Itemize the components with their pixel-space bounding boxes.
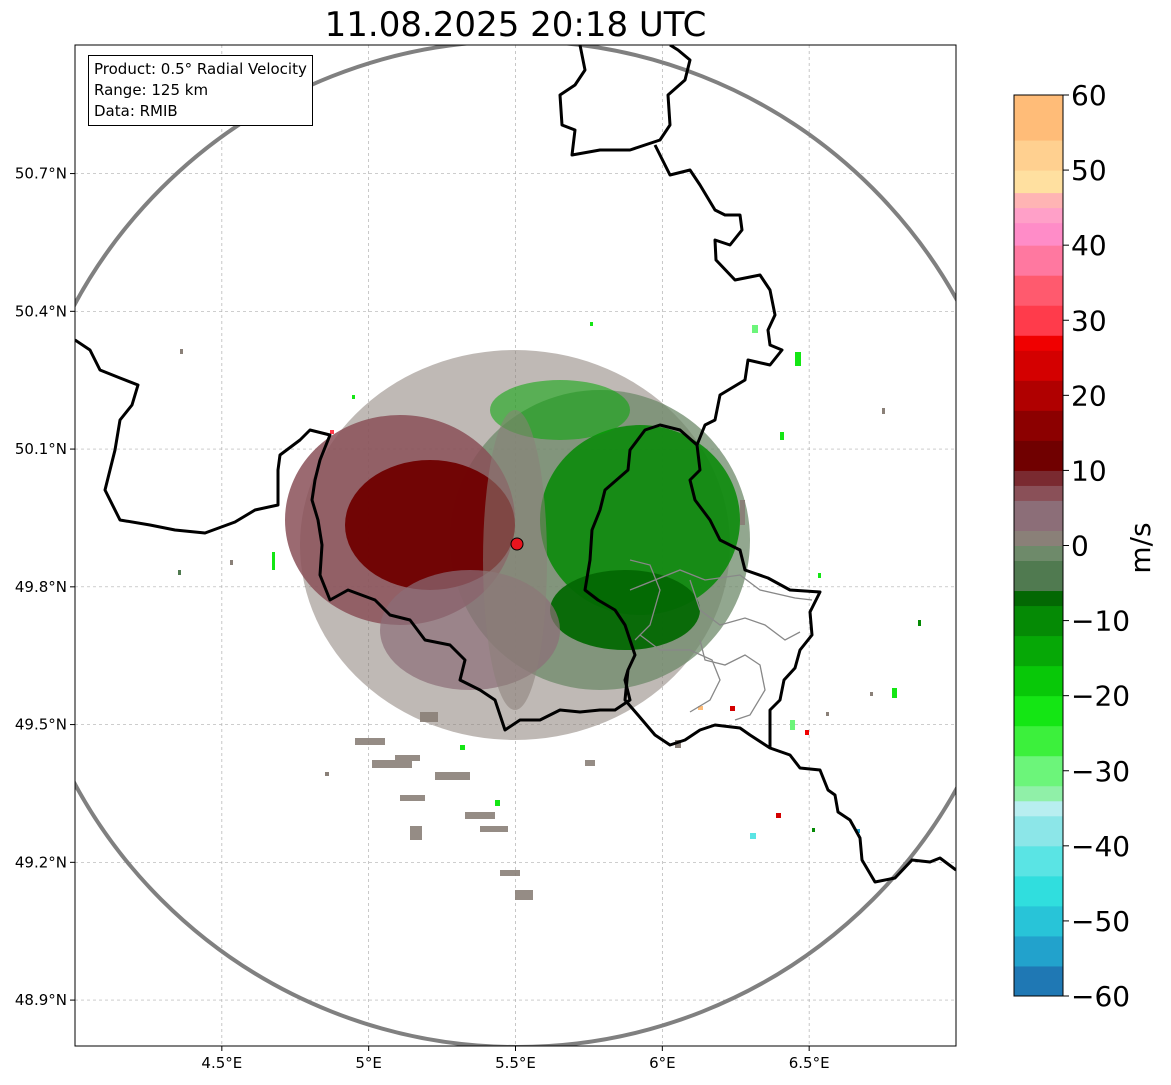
colorbar-band xyxy=(1014,380,1063,411)
colorbar-band xyxy=(1014,305,1063,336)
colorbar-band xyxy=(1014,545,1063,562)
lat-tick-label: 50.4°N xyxy=(15,302,67,320)
colorbar-band xyxy=(1014,845,1063,877)
lon-tick-label: 5.5°E xyxy=(495,1054,536,1072)
lat-tick-label: 49.8°N xyxy=(15,578,67,596)
colorbar-tick-label: 10 xyxy=(1071,454,1107,487)
colorbar-tick-label: −20 xyxy=(1071,680,1130,713)
lat-tick-label: 50.1°N xyxy=(15,440,67,458)
colorbar-ticks: 60 50 40 30 20 10 0 −10 −20 −30 −40 −50 −60 xyxy=(1063,79,1130,1013)
colorbar-band xyxy=(1014,140,1063,171)
colorbar-band xyxy=(1014,207,1063,224)
colorbar-band xyxy=(1014,350,1063,381)
border-de-lu-fr xyxy=(653,144,956,884)
colorbar-band xyxy=(1014,95,1063,141)
colorbar-band xyxy=(1014,170,1063,194)
colorbar-band xyxy=(1014,440,1063,471)
colorbar-tick-label: 20 xyxy=(1071,379,1107,412)
colorbar-tick-label: 60 xyxy=(1071,79,1107,112)
map-title: 11.08.2025 20:18 UTC xyxy=(324,5,707,45)
colorbar: 60 50 40 30 20 10 0 −10 −20 −30 −40 −50 −60 m/s xyxy=(1013,79,1157,1013)
info-box: Product: 0.5° Radial Velocity Range: 125… xyxy=(88,55,313,126)
lon-tick-label: 6°E xyxy=(649,1054,676,1072)
echo-red-core xyxy=(345,460,515,590)
colorbar-band xyxy=(1014,605,1063,637)
colorbar-tick-label: −40 xyxy=(1071,830,1130,863)
colorbar-band xyxy=(1014,485,1063,501)
echo-scatter xyxy=(178,105,921,839)
border-be-de xyxy=(558,45,692,157)
info-product: Product: 0.5° Radial Velocity xyxy=(94,60,307,78)
colorbar-band xyxy=(1014,245,1063,276)
colorbar-band xyxy=(1014,695,1063,727)
colorbar-unit-label: m/s xyxy=(1124,522,1157,573)
echo-zero-isodop xyxy=(483,410,547,710)
colorbar-tick-label: −60 xyxy=(1071,980,1130,1013)
colorbar-band xyxy=(1014,500,1063,531)
colorbar-band xyxy=(1014,275,1063,306)
lat-tick-label: 48.9°N xyxy=(15,991,67,1009)
colorbar-band xyxy=(1014,222,1063,246)
colorbar-tick-label: −30 xyxy=(1071,755,1130,788)
colorbar-tick-label: −50 xyxy=(1071,905,1130,938)
border-lu xyxy=(583,423,771,750)
colorbar-bands xyxy=(1014,95,1063,997)
lat-tick-label: 49.5°N xyxy=(15,716,67,734)
colorbar-band xyxy=(1014,635,1063,667)
colorbar-band xyxy=(1014,935,1063,967)
colorbar-band xyxy=(1014,965,1063,997)
echo-southwest-streaks xyxy=(355,712,595,900)
colorbar-tick-label: 50 xyxy=(1071,154,1107,187)
colorbar-band xyxy=(1014,470,1063,486)
colorbar-band xyxy=(1014,335,1063,351)
info-source: Data: RMIB xyxy=(94,102,178,120)
colorbar-band xyxy=(1014,785,1063,802)
colorbar-band xyxy=(1014,665,1063,697)
axis-ticks: 4.5°E 5°E 5.5°E 6°E 6.5°E 50.7°N 50.4°N 50.1°N 4… xyxy=(15,165,830,1072)
colorbar-band xyxy=(1014,410,1063,441)
colorbar-band xyxy=(1014,815,1063,847)
colorbar-tick-label: −10 xyxy=(1071,605,1130,638)
colorbar-band xyxy=(1014,192,1063,209)
lon-tick-label: 5°E xyxy=(355,1054,382,1072)
regional-borders xyxy=(629,559,813,721)
radar-echo-layer xyxy=(75,45,956,1046)
colorbar-band xyxy=(1014,590,1063,607)
colorbar-band xyxy=(1014,800,1063,817)
colorbar-band xyxy=(1014,875,1063,907)
colorbar-band xyxy=(1014,725,1063,757)
lat-tick-label: 49.2°N xyxy=(15,853,67,871)
colorbar-band xyxy=(1014,755,1063,787)
lon-tick-label: 4.5°E xyxy=(201,1054,242,1072)
lat-tick-label: 50.7°N xyxy=(15,165,67,183)
radar-site-marker[interactable] xyxy=(510,537,524,551)
colorbar-band xyxy=(1014,905,1063,937)
colorbar-band xyxy=(1014,530,1063,546)
info-range: Range: 125 km xyxy=(94,81,209,99)
colorbar-tick-label: 0 xyxy=(1071,530,1089,563)
national-borders xyxy=(75,45,956,884)
border-be-fr xyxy=(75,338,632,732)
colorbar-tick-label: 40 xyxy=(1071,229,1107,262)
lon-tick-label: 6.5°E xyxy=(789,1054,830,1072)
colorbar-band xyxy=(1014,560,1063,592)
colorbar-tick-label: 30 xyxy=(1071,304,1107,337)
echo-green-core-south xyxy=(550,570,700,650)
